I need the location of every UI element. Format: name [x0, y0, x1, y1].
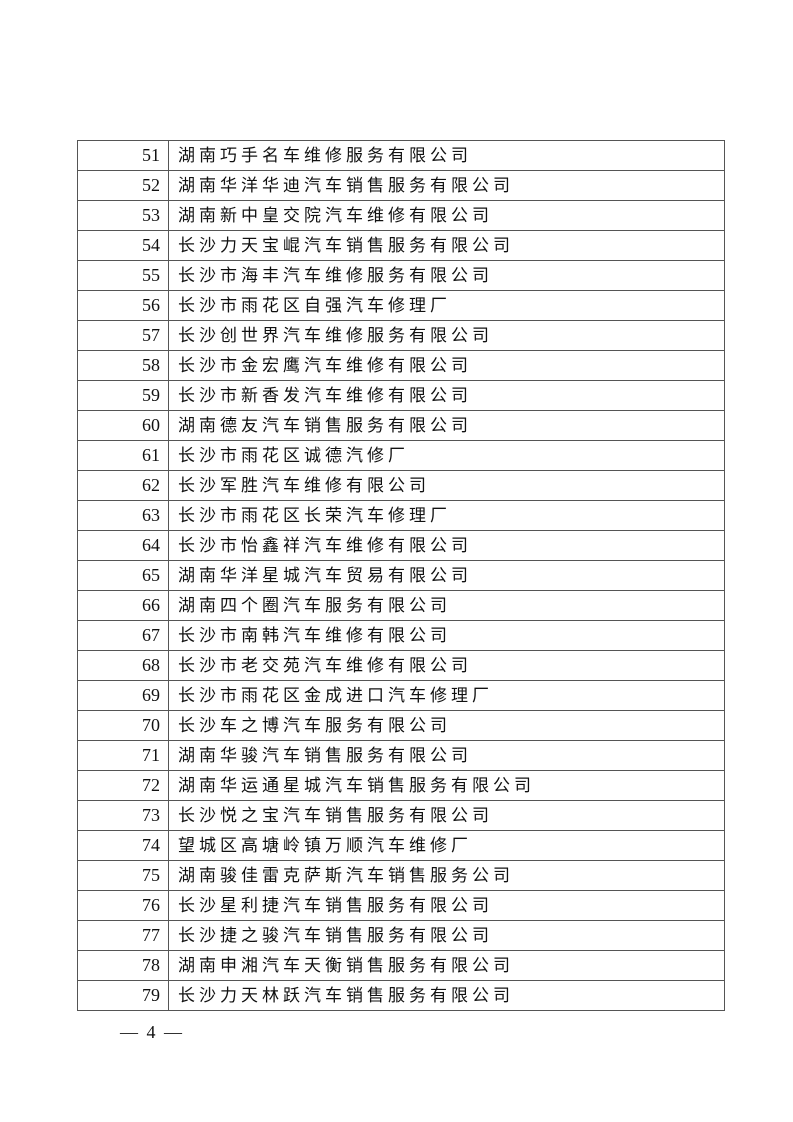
table-row: 79 长沙力天林跃汽车销售服务有限公司: [77, 980, 725, 1011]
company-name: 长沙市新香发汽车维修有限公司: [168, 380, 725, 411]
company-name: 长沙市老交苑汽车维修有限公司: [168, 650, 725, 681]
row-number: 68: [77, 650, 169, 681]
row-number: 51: [77, 140, 169, 171]
table-row: 57 长沙创世界汽车维修服务有限公司: [77, 320, 725, 351]
table-row: 77 长沙捷之骏汽车销售服务有限公司: [77, 920, 725, 951]
row-number: 69: [77, 680, 169, 711]
company-name: 长沙星利捷汽车销售服务有限公司: [168, 890, 725, 921]
row-number: 75: [77, 860, 169, 891]
table-row: 59 长沙市新香发汽车维修有限公司: [77, 380, 725, 411]
company-name: 长沙市雨花区金成进口汽车修理厂: [168, 680, 725, 711]
table-row: 66 湖南四个圈汽车服务有限公司: [77, 590, 725, 621]
table-row: 53 湖南新中皇交院汽车维修有限公司: [77, 200, 725, 231]
page-number: — 4 —: [120, 1022, 184, 1042]
company-name: 长沙力天林跃汽车销售服务有限公司: [168, 980, 725, 1011]
row-number: 79: [77, 980, 169, 1011]
row-number: 76: [77, 890, 169, 921]
company-name: 长沙市怡鑫祥汽车维修有限公司: [168, 530, 725, 561]
table-row: 61 长沙市雨花区诚德汽修厂: [77, 440, 725, 471]
company-name: 长沙军胜汽车维修有限公司: [168, 470, 725, 501]
row-number: 61: [77, 440, 169, 471]
company-name: 湖南四个圈汽车服务有限公司: [168, 590, 725, 621]
table-body: 51 湖南巧手名车维修服务有限公司 52 湖南华洋华迪汽车销售服务有限公司 53 湖南新中…: [77, 140, 725, 1011]
row-number: 67: [77, 620, 169, 651]
company-name: 长沙创世界汽车维修服务有限公司: [168, 320, 725, 351]
company-name: 湖南华洋华迪汽车销售服务有限公司: [168, 170, 725, 201]
table-row: 55 长沙市海丰汽车维修服务有限公司: [77, 260, 725, 291]
row-number: 63: [77, 500, 169, 531]
company-name: 湖南华洋星城汽车贸易有限公司: [168, 560, 725, 591]
row-number: 74: [77, 830, 169, 861]
table-row: 56 长沙市雨花区自强汽车修理厂: [77, 290, 725, 321]
table-row: 60 湖南德友汽车销售服务有限公司: [77, 410, 725, 441]
company-name: 长沙悦之宝汽车销售服务有限公司: [168, 800, 725, 831]
company-name: 长沙力天宝崐汽车销售服务有限公司: [168, 230, 725, 261]
company-name: 长沙市海丰汽车维修服务有限公司: [168, 260, 725, 291]
table-row: 63 长沙市雨花区长荣汽车修理厂: [77, 500, 725, 531]
company-name: 长沙车之博汽车服务有限公司: [168, 710, 725, 741]
table-row: 52 湖南华洋华迪汽车销售服务有限公司: [77, 170, 725, 201]
row-number: 64: [77, 530, 169, 561]
row-number: 57: [77, 320, 169, 351]
table-row: 51 湖南巧手名车维修服务有限公司: [77, 140, 725, 171]
company-name: 长沙市雨花区诚德汽修厂: [168, 440, 725, 471]
row-number: 55: [77, 260, 169, 291]
table-row: 74 望城区高塘岭镇万顺汽车维修厂: [77, 830, 725, 861]
row-number: 78: [77, 950, 169, 981]
row-number: 56: [77, 290, 169, 321]
company-name: 长沙市南韩汽车维修有限公司: [168, 620, 725, 651]
company-name: 湖南华骏汽车销售服务有限公司: [168, 740, 725, 771]
row-number: 72: [77, 770, 169, 801]
table-row: 75 湖南骏佳雷克萨斯汽车销售服务公司: [77, 860, 725, 891]
company-name: 长沙市金宏鹰汽车维修有限公司: [168, 350, 725, 381]
table-row: 76 长沙星利捷汽车销售服务有限公司: [77, 890, 725, 921]
row-number: 70: [77, 710, 169, 741]
table-row: 68 长沙市老交苑汽车维修有限公司: [77, 650, 725, 681]
table-row: 72 湖南华运通星城汽车销售服务有限公司: [77, 770, 725, 801]
company-name: 湖南骏佳雷克萨斯汽车销售服务公司: [168, 860, 725, 891]
row-number: 58: [77, 350, 169, 381]
table-row: 71 湖南华骏汽车销售服务有限公司: [77, 740, 725, 771]
table-row: 67 长沙市南韩汽车维修有限公司: [77, 620, 725, 651]
table-row: 73 长沙悦之宝汽车销售服务有限公司: [77, 800, 725, 831]
table-row: 69 长沙市雨花区金成进口汽车修理厂: [77, 680, 725, 711]
row-number: 65: [77, 560, 169, 591]
row-number: 59: [77, 380, 169, 411]
company-name: 湖南巧手名车维修服务有限公司: [168, 140, 725, 171]
company-name: 长沙市雨花区自强汽车修理厂: [168, 290, 725, 321]
company-name: 湖南新中皇交院汽车维修有限公司: [168, 200, 725, 231]
row-number: 54: [77, 230, 169, 261]
table-row: 62 长沙军胜汽车维修有限公司: [77, 470, 725, 501]
table-row: 64 长沙市怡鑫祥汽车维修有限公司: [77, 530, 725, 561]
row-number: 60: [77, 410, 169, 441]
row-number: 71: [77, 740, 169, 771]
company-name: 湖南华运通星城汽车销售服务有限公司: [168, 770, 725, 801]
table-row: 78 湖南申湘汽车天衡销售服务有限公司: [77, 950, 725, 981]
row-number: 77: [77, 920, 169, 951]
company-name: 湖南德友汽车销售服务有限公司: [168, 410, 725, 441]
company-name: 长沙市雨花区长荣汽车修理厂: [168, 500, 725, 531]
table-row: 70 长沙车之博汽车服务有限公司: [77, 710, 725, 741]
company-name: 长沙捷之骏汽车销售服务有限公司: [168, 920, 725, 951]
company-list-table: 51 湖南巧手名车维修服务有限公司 52 湖南华洋华迪汽车销售服务有限公司 53 湖南新中…: [77, 140, 725, 1011]
row-number: 53: [77, 200, 169, 231]
table-row: 58 长沙市金宏鹰汽车维修有限公司: [77, 350, 725, 381]
company-name: 望城区高塘岭镇万顺汽车维修厂: [168, 830, 725, 861]
row-number: 52: [77, 170, 169, 201]
row-number: 62: [77, 470, 169, 501]
row-number: 66: [77, 590, 169, 621]
company-name: 湖南申湘汽车天衡销售服务有限公司: [168, 950, 725, 981]
table-row: 65 湖南华洋星城汽车贸易有限公司: [77, 560, 725, 591]
table-row: 54 长沙力天宝崐汽车销售服务有限公司: [77, 230, 725, 261]
row-number: 73: [77, 800, 169, 831]
